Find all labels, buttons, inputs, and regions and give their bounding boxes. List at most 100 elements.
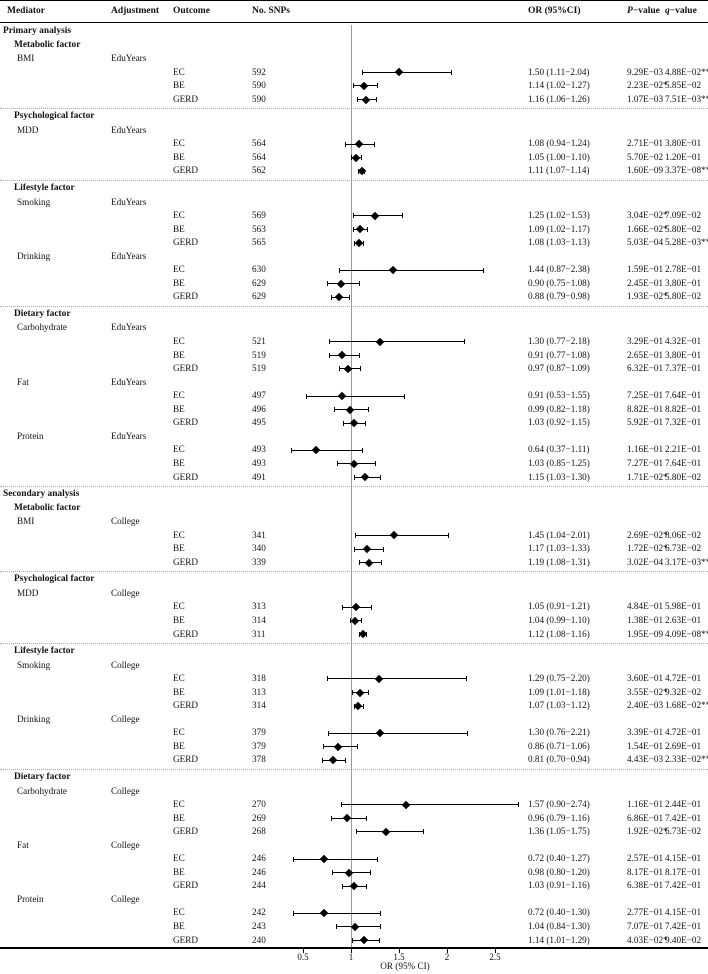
snp-count: 590 xyxy=(252,93,266,104)
ci-cap-left xyxy=(323,744,325,750)
p-value: 1.60E−09 xyxy=(627,165,664,176)
p-value: 2.77E−01 xyxy=(627,907,664,918)
q-value: 9.40E−02 xyxy=(665,934,702,945)
forest-row: Primary analysis xyxy=(0,25,708,39)
ci-cap-left xyxy=(351,937,353,943)
outcome-label: BE xyxy=(173,349,185,360)
diamond-marker xyxy=(338,351,347,360)
p-value: 3.60E−01 xyxy=(627,673,664,684)
outcome-label: BE xyxy=(173,457,185,468)
q-value: 3.17E−03** xyxy=(665,556,708,567)
or-ci-value: 0.96 (0.79−1.16) xyxy=(528,812,590,823)
ci-cap-left xyxy=(352,83,354,89)
ci-line xyxy=(327,678,467,680)
outcome-label: BE xyxy=(173,277,185,288)
ci-cap-right xyxy=(349,294,351,300)
forest-row: BE 269 0.96 (0.79−1.16) 6.86E−01 7.42E−01 xyxy=(0,812,708,826)
x-axis-tick-label: 1.5 xyxy=(393,952,405,962)
ci-cap-right xyxy=(358,281,360,287)
diamond-marker xyxy=(349,459,359,468)
x-axis-tick xyxy=(303,949,304,953)
q-value: 1.68E−02** xyxy=(665,700,708,711)
forest-row: Psychological factor xyxy=(0,573,708,587)
or-ci-value: 1.11 (1.07−1.14) xyxy=(528,165,590,176)
ci-cap-right xyxy=(447,532,449,538)
ci-cap-left xyxy=(293,856,295,862)
p-value: 4.84E−01 xyxy=(627,601,664,612)
forest-row: BE 629 0.90 (0.75−1.08) 2.45E−01 3.80E−01 xyxy=(0,277,708,291)
ci-line xyxy=(338,269,484,271)
p-value: 5.70E−02 xyxy=(627,151,664,162)
diamond-marker xyxy=(358,630,367,639)
snp-count: 629 xyxy=(252,291,266,302)
ci-line xyxy=(361,71,451,73)
adjustment-label: EduYears xyxy=(111,376,147,387)
ci-cap-right xyxy=(358,352,360,358)
ci-cap-right xyxy=(401,213,403,219)
adjustment-label: College xyxy=(111,659,140,670)
p-value: 6.32E−01 xyxy=(627,363,664,374)
outcome-label: EC xyxy=(173,264,185,275)
or-ci-value: 0.98 (0.80−1.20) xyxy=(528,866,590,877)
or-ci-value: 0.64 (0.37−1.11) xyxy=(528,444,590,455)
forest-row: BE 496 0.99 (0.82−1.18) 8.82E−01 8.82E−01 xyxy=(0,403,708,417)
q-value: 4.72E−01 xyxy=(665,673,702,684)
q-value: 7.64E−01 xyxy=(665,457,702,468)
diamond-marker xyxy=(350,616,360,626)
diamond-marker xyxy=(344,868,354,877)
forest-row: GERD 378 0.81 (0.70−0.94) 4.43E−03 2.33E−02*… xyxy=(0,753,708,767)
ci-cap-left xyxy=(328,339,330,345)
q-value: 3.37E−08** xyxy=(665,165,708,176)
adjustment-label: EduYears xyxy=(111,196,147,207)
x-axis-tick-label: 2 xyxy=(444,952,450,962)
adjustment-label: College xyxy=(111,713,140,724)
diamond-marker xyxy=(394,68,404,77)
q-value: 8.82E−01 xyxy=(665,403,702,414)
outcome-label: EC xyxy=(173,444,185,455)
diamond-marker xyxy=(343,364,353,374)
ci-line xyxy=(305,395,404,397)
forest-row: EC 379 1.30 (0.76−2.21) 3.39E−01 4.72E−01 xyxy=(0,726,708,740)
q-value: 6.73E−02 xyxy=(665,543,702,554)
ci-cap-right xyxy=(379,910,381,916)
forest-row: MDD EduYears xyxy=(0,124,708,138)
diamond-marker xyxy=(375,728,385,738)
snp-count: 268 xyxy=(252,826,266,837)
forest-row: GERD 562 1.11 (1.07−1.14) 1.60E−09 3.37E−08*… xyxy=(0,164,708,178)
snp-count: 314 xyxy=(252,700,266,711)
forest-row: BE 313 1.09 (1.01−1.18) 3.55E−02* 9.32E−02 xyxy=(0,686,708,700)
or-ci-value: 1.16 (1.06−1.26) xyxy=(528,93,590,104)
p-value: 3.39E−01 xyxy=(627,727,664,738)
ci-cap-right xyxy=(359,366,361,372)
or-ci-value: 1.29 (0.75−2.20) xyxy=(528,673,590,684)
mediator-label: Carbohydrate xyxy=(17,785,68,796)
ci-cap-right xyxy=(382,546,384,552)
section-separator xyxy=(0,767,708,771)
outcome-label: EC xyxy=(173,529,185,540)
ci-cap-left xyxy=(331,870,333,876)
diamond-marker xyxy=(354,139,363,149)
ci-line xyxy=(341,804,519,806)
section-separator xyxy=(0,484,708,488)
snp-count: 379 xyxy=(252,727,266,738)
q-value: 2.44E−01 xyxy=(665,799,702,810)
factor-group-label: Metabolic factor xyxy=(14,39,81,50)
p-value: 8.17E−01 xyxy=(627,866,664,877)
or-ci-value: 1.17 (1.03−1.33) xyxy=(528,543,590,554)
ci-cap-right xyxy=(365,420,367,426)
q-value: 3.80E−01 xyxy=(665,349,702,360)
x-axis-tick xyxy=(447,949,448,953)
outcome-label: BE xyxy=(173,403,185,414)
ci-cap-right xyxy=(466,676,468,682)
p-value: 1.93E−02* xyxy=(627,291,668,302)
p-value: 1.38E−01 xyxy=(627,614,664,625)
q-value: 4.88E−02** xyxy=(665,66,708,77)
mediator-label: Protein xyxy=(17,430,44,441)
q-value: 1.20E−01 xyxy=(665,151,702,162)
outcome-label: EC xyxy=(173,799,185,810)
snp-count: 379 xyxy=(252,740,266,751)
outcome-label: GERD xyxy=(173,237,199,248)
q-value: 5.80E−02 xyxy=(665,223,702,234)
snp-count: 340 xyxy=(252,543,266,554)
p-value: 9.29E−03 xyxy=(627,66,664,77)
